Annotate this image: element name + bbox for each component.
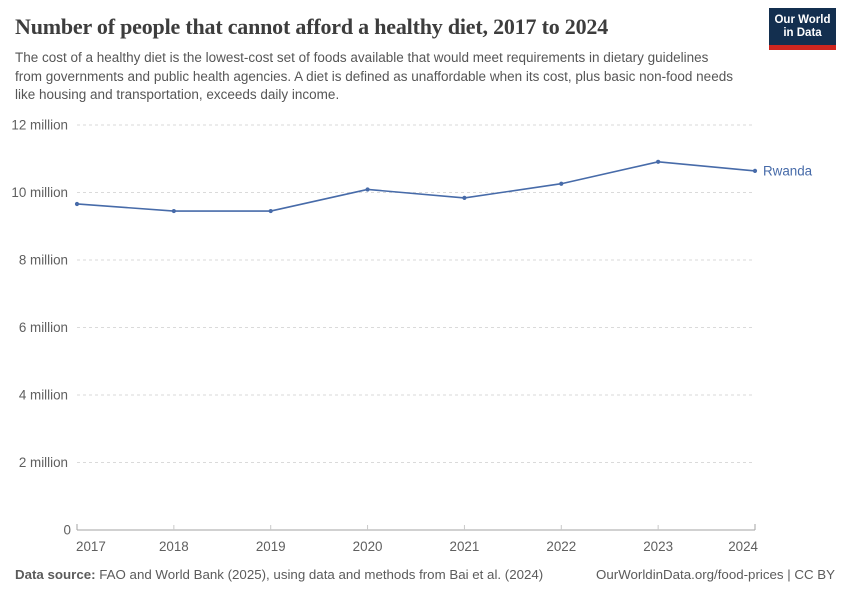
chart-subtitle: The cost of a healthy diet is the lowest… [15,50,733,102]
chart-footer: Data source: FAO and World Bank (2025), … [15,567,835,582]
data-point-marker[interactable] [268,208,273,214]
data-source-label: Data source: [15,567,96,582]
x-axis-tick-label: 2018 [159,539,189,554]
data-point-marker[interactable] [74,201,80,207]
x-axis-tick-label: 2020 [353,539,383,554]
x-axis-tick-label: 2021 [450,539,480,554]
y-axis-tick-label: 10 million [11,185,68,200]
line-chart[interactable]: 0 2 million 4 million 6 million 8 million 10 … [0,110,850,565]
y-axis-tick-label: 0 [64,523,71,538]
data-source-note: Data source: FAO and World Bank (2025), … [15,567,543,582]
y-axis-tick-label: 4 million [19,388,68,403]
y-axis-tick-label: 8 million [19,253,68,268]
owid-logo-text-line1: Our World [774,14,831,26]
y-axis-tick-label: 12 million [11,118,68,133]
chart-header: Number of people that cannot afford a he… [15,14,755,105]
series-line[interactable] [76,160,756,212]
series-end-label[interactable]: Rwanda [763,163,813,178]
data-point-marker[interactable] [752,168,758,173]
data-point-marker[interactable] [462,195,467,200]
owid-logo[interactable]: Our World in Data [769,8,836,50]
owid-logo-text-line2: in Data [783,27,822,39]
x-axis-tick-label: 2022 [546,539,576,554]
data-point-marker[interactable] [171,208,176,214]
data-point-marker[interactable] [656,159,661,164]
x-axis-tick-label: 2019 [256,539,286,554]
data-point-marker[interactable] [365,187,370,192]
y-axis-tick-label: 2 million [19,455,68,470]
data-point-marker[interactable] [559,181,564,186]
x-axis-tick-label: 2023 [643,539,673,554]
x-axis-tick-label: 2017 [76,539,106,554]
owid-url-license-link[interactable]: OurWorldinData.org/food-prices | CC BY [596,567,835,582]
data-source-text: FAO and World Bank (2025), using data an… [95,567,544,582]
y-axis-tick-label: 6 million [19,320,68,335]
x-axis-tick-label: 2024 [728,539,758,554]
page-title: Number of people that cannot afford a he… [15,14,608,39]
